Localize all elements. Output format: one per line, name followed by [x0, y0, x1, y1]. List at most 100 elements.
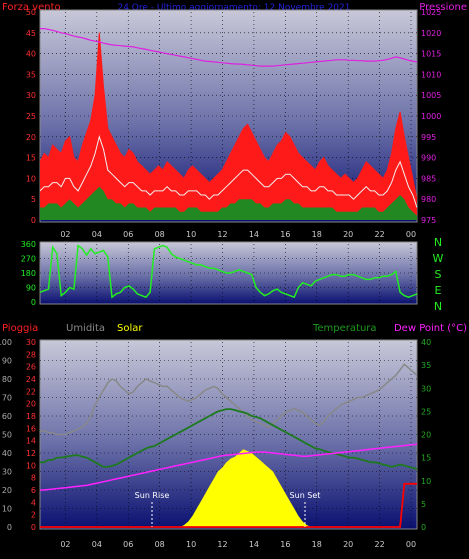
x-tick-label: 16: [280, 230, 290, 239]
y-tick-temperature: 5: [421, 500, 426, 509]
x-tick-label: 10: [186, 230, 196, 239]
x-tick-label: 16: [280, 540, 290, 549]
x-tick-label: 10: [186, 540, 196, 549]
y-tick-rain: 30: [26, 338, 36, 347]
rain-humidity-temp-panel: 0102030405060708090100 02468101214161820…: [0, 338, 431, 549]
y-tick-humidity: 40: [2, 449, 12, 458]
wind-peak-area: [40, 32, 417, 220]
solar-area: [40, 449, 417, 527]
y-tick-rain: 8: [31, 474, 36, 483]
y-tick-wind: 35: [26, 70, 36, 79]
y-tick-rain: 18: [26, 412, 36, 421]
y-tick-temperature: 20: [421, 431, 431, 440]
y-tick-pressure: 985: [421, 174, 436, 183]
y-tick-humidity: 100: [0, 338, 12, 347]
x-tick-label: 14: [249, 540, 259, 549]
annotation-sunrise: Sun Rise: [135, 491, 170, 500]
annotation-sunset: Sun Set: [290, 491, 321, 500]
x-tick-label: 14: [249, 230, 259, 239]
x-tick-label: 08: [155, 540, 165, 549]
y-tick-rain: 4: [31, 498, 36, 507]
y-tick-pressure: 975: [421, 216, 436, 225]
y-tick-wind: 20: [26, 133, 36, 142]
y-tick-pressure: 1005: [421, 91, 441, 100]
y-tick-rain: 24: [26, 375, 36, 384]
y-tick-temperature: 0: [421, 523, 426, 532]
legend-humidity: Umidita: [66, 323, 105, 334]
x-tick-label: 06: [123, 230, 133, 239]
legend-pressure: Pressione: [419, 2, 467, 13]
y-tick-wind: 10: [26, 174, 36, 183]
legend-dew-point: Dew Point (°C): [394, 323, 467, 334]
y-tick-pressure: 1025: [421, 8, 441, 17]
y-tick-temperature: 40: [421, 338, 431, 347]
y-tick-temperature: 25: [421, 407, 431, 416]
x-tick-label: 04: [92, 540, 102, 549]
y-tick-humidity: 20: [2, 486, 12, 495]
x-tick-label: 22: [374, 230, 384, 239]
y-tick-pressure: 1020: [421, 29, 441, 38]
y-tick-humidity: 90: [2, 357, 12, 366]
x-tick-label: 12: [217, 540, 227, 549]
y-tick-direction: 90: [26, 284, 36, 293]
y-tick-rain: 2: [31, 511, 36, 520]
y-tick-wind: 0: [31, 216, 36, 225]
y-tick-humidity: 0: [7, 523, 12, 532]
y-tick-pressure: 1010: [421, 70, 441, 79]
y-tick-rain: 10: [26, 461, 36, 470]
y-tick-temperature: 35: [421, 361, 431, 370]
legend-wind: Forza vento: [2, 2, 61, 13]
x-tick-label: 08: [155, 230, 165, 239]
chart-title: 24 Ore - Ultimo aggiornamento: 12 Novemb…: [117, 3, 350, 13]
wind-direction-line: [39, 244, 418, 299]
y-tick-rain: 6: [31, 486, 36, 495]
compass-label: N: [434, 300, 442, 313]
dew-point-line: [40, 443, 418, 491]
legend-temperature: Temperatura: [312, 323, 377, 334]
x-tick-label: 12: [217, 230, 227, 239]
temperature-line: [40, 408, 418, 471]
y-tick-humidity: 80: [2, 375, 12, 384]
x-tick-label: 18: [312, 230, 322, 239]
wind-low-area: [40, 186, 417, 220]
y-tick-pressure: 995: [421, 133, 436, 142]
y-tick-wind: 5: [31, 195, 36, 204]
y-tick-wind: 25: [26, 112, 36, 121]
y-tick-direction: 360: [21, 240, 36, 249]
y-tick-wind: 15: [26, 154, 36, 163]
y-tick-temperature: 10: [421, 477, 431, 486]
y-tick-direction: 0: [31, 298, 36, 307]
y-tick-wind: 40: [26, 50, 36, 59]
legend-solar: Solar: [117, 323, 143, 334]
x-tick-label: 20: [343, 540, 353, 549]
y-tick-rain: 14: [26, 437, 36, 446]
y-tick-temperature: 30: [421, 384, 431, 393]
y-tick-wind: 50: [26, 8, 36, 17]
y-tick-pressure: 990: [421, 154, 436, 163]
y-tick-rain: 26: [26, 363, 36, 372]
x-tick-label: 06: [123, 540, 133, 549]
x-tick-label: 18: [312, 540, 322, 549]
x-tick-label: 00: [406, 230, 416, 239]
x-tick-label: 04: [92, 230, 102, 239]
y-tick-temperature: 15: [421, 454, 431, 463]
compass-label: N: [434, 236, 442, 249]
y-tick-rain: 20: [26, 400, 36, 409]
y-tick-pressure: 1000: [421, 112, 441, 121]
y-tick-humidity: 70: [2, 394, 12, 403]
y-tick-rain: 28: [26, 350, 36, 359]
y-tick-pressure: 1015: [421, 50, 441, 59]
compass-label: S: [435, 268, 442, 281]
humidity-line: [40, 363, 418, 436]
y-tick-humidity: 10: [2, 505, 12, 514]
rain-line: [40, 482, 417, 528]
y-tick-wind: 45: [26, 29, 36, 38]
compass-label: W: [433, 252, 444, 265]
y-tick-direction: 270: [21, 255, 36, 264]
y-tick-rain: 22: [26, 387, 36, 396]
compass-label: E: [435, 284, 442, 297]
